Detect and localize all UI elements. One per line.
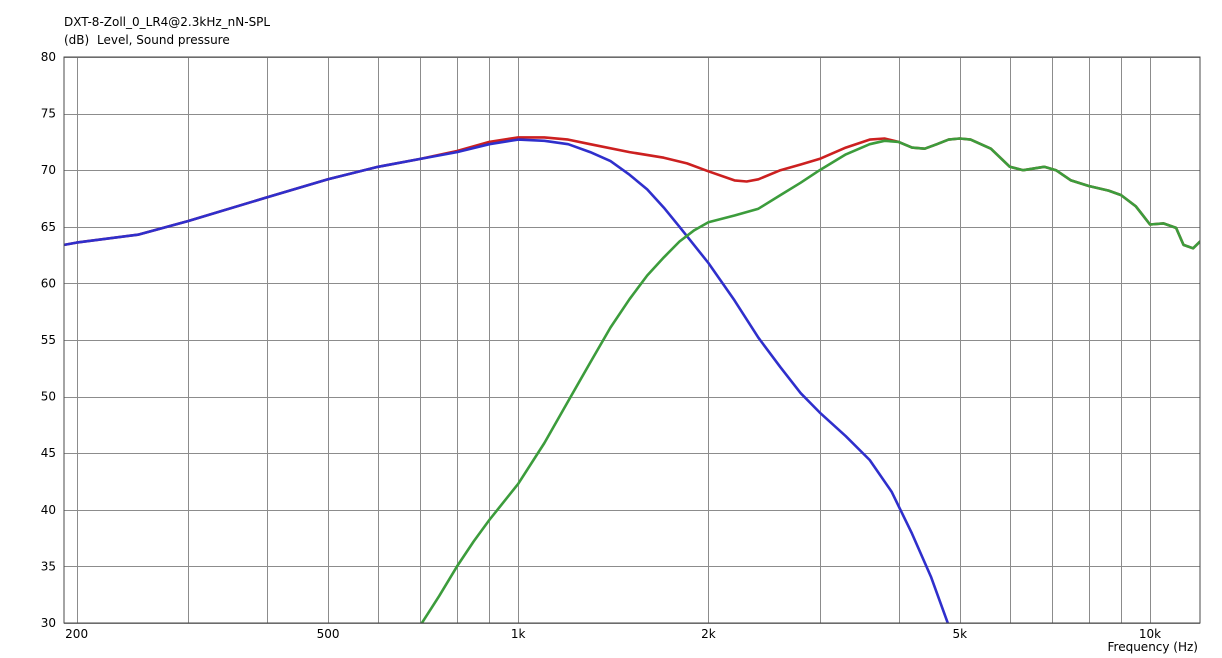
series-line	[420, 137, 1200, 623]
y-tick-label: 45	[41, 446, 56, 460]
y-tick-label: 80	[41, 50, 56, 64]
y-tick-label: 30	[41, 616, 56, 630]
y-tick-label: 75	[41, 107, 56, 121]
x-tick-label: 2k	[701, 627, 716, 641]
y-tick-label: 65	[41, 220, 56, 234]
x-tick-label: 10k	[1139, 627, 1161, 641]
y-tick-label: 50	[41, 390, 56, 404]
x-tick-label: 5k	[953, 627, 968, 641]
y-tick-labels: 30 35 40 45 50 55 60 65 70 75 80	[41, 50, 56, 630]
series-line	[64, 138, 950, 623]
y-tick-label: 55	[41, 333, 56, 347]
x-tick-label: 1k	[511, 627, 526, 641]
y-tick-label: 70	[41, 163, 56, 177]
x-tick-label: 200	[65, 627, 88, 641]
y-axis-label: Level, Sound pressure	[97, 33, 230, 47]
y-tick-label: 40	[41, 503, 56, 517]
plot-frame	[63, 56, 1201, 624]
grid-lines	[64, 57, 1200, 624]
y-axis-unit: (dB)	[64, 33, 89, 47]
x-tick-labels: 200 500 1k 2k 5k 10k	[65, 627, 1161, 641]
chart-title: DXT-8-Zoll_0_LR4@2.3kHz_nN-SPL	[64, 15, 270, 29]
y-tick-label: 35	[41, 559, 56, 573]
x-tick-label: 500	[317, 627, 340, 641]
y-tick-label: 60	[41, 276, 56, 290]
series-group	[64, 136, 1200, 623]
x-axis-label: Frequency (Hz)	[1108, 640, 1199, 654]
series-line	[64, 136, 1200, 250]
